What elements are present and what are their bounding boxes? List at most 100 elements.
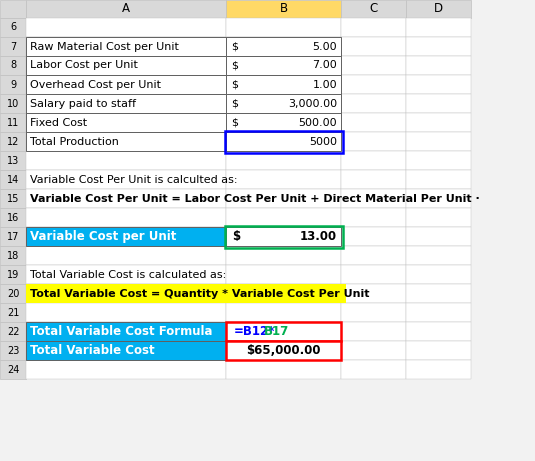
Text: 3,000.00: 3,000.00 [288, 99, 337, 108]
Bar [0, 265, 26, 284]
Bar [341, 284, 406, 303]
Bar [226, 18, 341, 37]
Bar [341, 132, 406, 151]
Bar [26, 113, 226, 132]
Text: Raw Material Cost per Unit: Raw Material Cost per Unit [30, 41, 179, 52]
Text: Total Variable Cost is calculated as:: Total Variable Cost is calculated as: [30, 270, 226, 279]
Bar [0, 360, 26, 379]
Bar [0, 303, 26, 322]
Bar [226, 189, 341, 208]
Bar [0, 75, 26, 94]
Text: 22: 22 [7, 326, 19, 337]
Bar [26, 56, 226, 75]
Text: B: B [279, 2, 288, 16]
Text: =B12*: =B12* [234, 325, 276, 338]
Bar [226, 56, 341, 75]
Bar [26, 360, 226, 379]
Text: 14: 14 [7, 175, 19, 184]
Bar [406, 265, 471, 284]
Bar [0, 170, 26, 189]
Bar [226, 94, 341, 113]
Bar [226, 94, 341, 113]
Bar [26, 284, 346, 303]
Bar [341, 18, 406, 37]
Text: $: $ [231, 60, 238, 71]
Text: $: $ [232, 230, 240, 243]
Text: 17: 17 [7, 231, 19, 242]
Bar [341, 0, 406, 18]
Text: Total Production: Total Production [30, 136, 119, 147]
Bar [0, 322, 26, 341]
Bar [341, 170, 406, 189]
Bar [341, 322, 406, 341]
Bar [26, 208, 226, 227]
Bar [26, 75, 226, 94]
Text: Total Variable Cost = Quantity * Variable Cost Per Unit: Total Variable Cost = Quantity * Variabl… [30, 289, 370, 299]
Bar [341, 94, 406, 113]
Bar [406, 227, 471, 246]
Bar [226, 75, 341, 94]
Bar [0, 189, 26, 208]
Bar [406, 341, 471, 360]
Bar [406, 37, 471, 56]
Bar [406, 303, 471, 322]
Bar [406, 151, 471, 170]
Bar [0, 37, 26, 56]
Bar [341, 303, 406, 322]
Bar [226, 37, 341, 56]
Bar [0, 227, 26, 246]
Bar [226, 246, 341, 265]
Bar [406, 0, 471, 18]
Bar [341, 227, 406, 246]
Bar [226, 284, 341, 303]
Text: $65,000.00: $65,000.00 [246, 344, 321, 357]
Bar [226, 303, 341, 322]
Text: 15: 15 [7, 194, 19, 203]
Bar [406, 189, 471, 208]
Bar [0, 246, 26, 265]
Bar [26, 341, 226, 360]
Bar [225, 130, 342, 153]
Bar [226, 360, 341, 379]
Bar [26, 132, 226, 151]
Bar [26, 75, 226, 94]
Bar [406, 75, 471, 94]
Bar [226, 322, 341, 341]
Bar [0, 341, 26, 360]
Text: 21: 21 [7, 307, 19, 318]
Bar [26, 284, 226, 303]
Bar [341, 208, 406, 227]
Bar [406, 170, 471, 189]
Text: 6: 6 [10, 23, 16, 32]
Bar [226, 132, 341, 151]
Text: 19: 19 [7, 270, 19, 279]
Bar [226, 56, 341, 75]
Bar [406, 246, 471, 265]
Text: Salary paid to staff: Salary paid to staff [30, 99, 136, 108]
Bar [406, 284, 471, 303]
Bar [341, 341, 406, 360]
Bar [406, 56, 471, 75]
Text: 7: 7 [10, 41, 16, 52]
Text: $: $ [231, 99, 238, 108]
Bar [26, 94, 226, 113]
Text: Fixed Cost: Fixed Cost [30, 118, 87, 128]
Text: 18: 18 [7, 250, 19, 260]
Bar [26, 303, 226, 322]
Bar [26, 18, 226, 37]
Bar [26, 227, 226, 246]
Bar [226, 227, 341, 246]
Bar [341, 360, 406, 379]
Text: $: $ [231, 79, 238, 89]
Bar [0, 94, 26, 113]
Bar [226, 151, 341, 170]
Bar [26, 18, 471, 379]
Bar [26, 341, 226, 360]
Bar [406, 360, 471, 379]
Text: 12: 12 [7, 136, 19, 147]
Bar [26, 37, 226, 56]
Bar [26, 113, 226, 132]
Text: 24: 24 [7, 365, 19, 374]
Bar [26, 189, 226, 208]
Bar [26, 322, 226, 341]
